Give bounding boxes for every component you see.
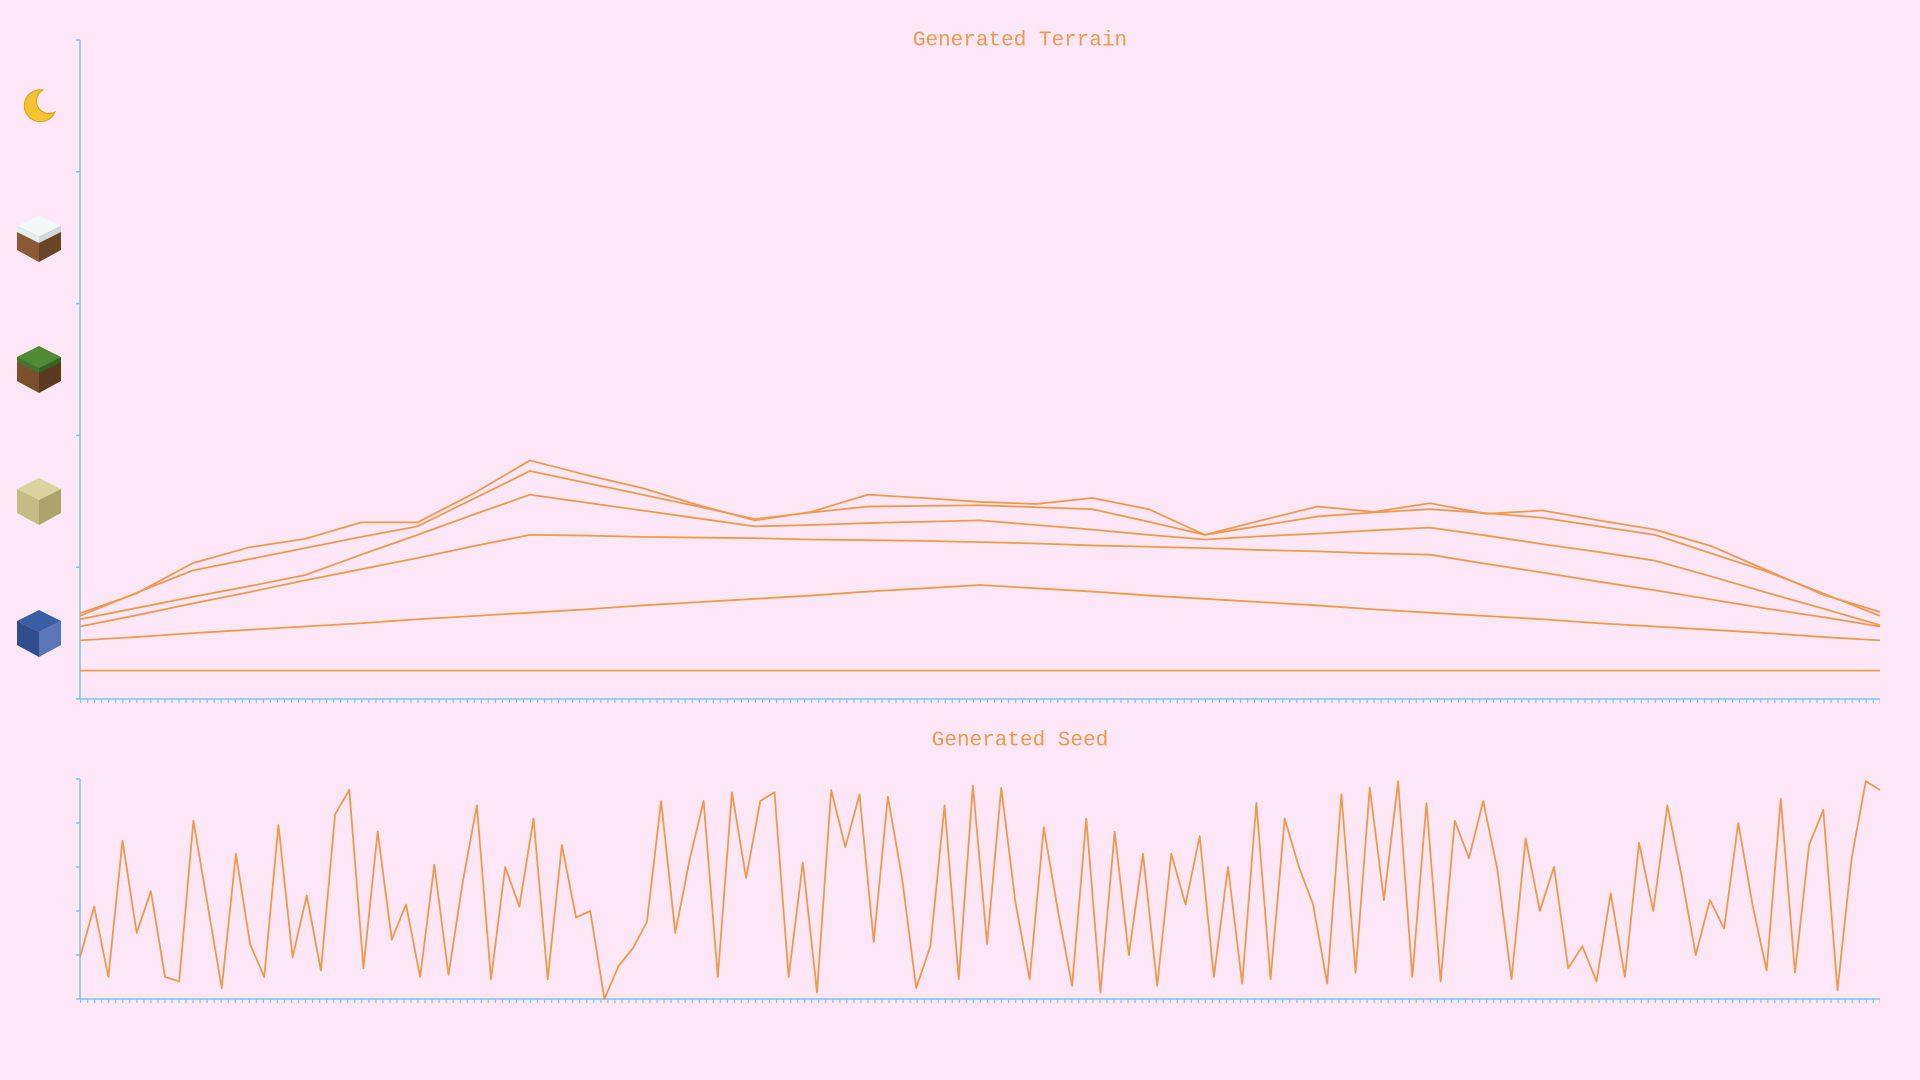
water-block-icon	[17, 610, 61, 657]
data-line	[79, 584, 1881, 642]
moon-icon	[23, 89, 57, 123]
data-line	[79, 534, 1881, 628]
data-line	[79, 459, 1881, 615]
chart-title: Generated Terrain	[913, 30, 1127, 53]
data-line	[79, 493, 1881, 627]
data-line	[79, 470, 1881, 617]
sand-block-icon	[17, 478, 61, 525]
chart-title: Generated Seed	[932, 730, 1108, 753]
snow-block-icon	[17, 215, 61, 262]
data-line	[79, 780, 1881, 1000]
grass-block-icon	[17, 346, 61, 393]
